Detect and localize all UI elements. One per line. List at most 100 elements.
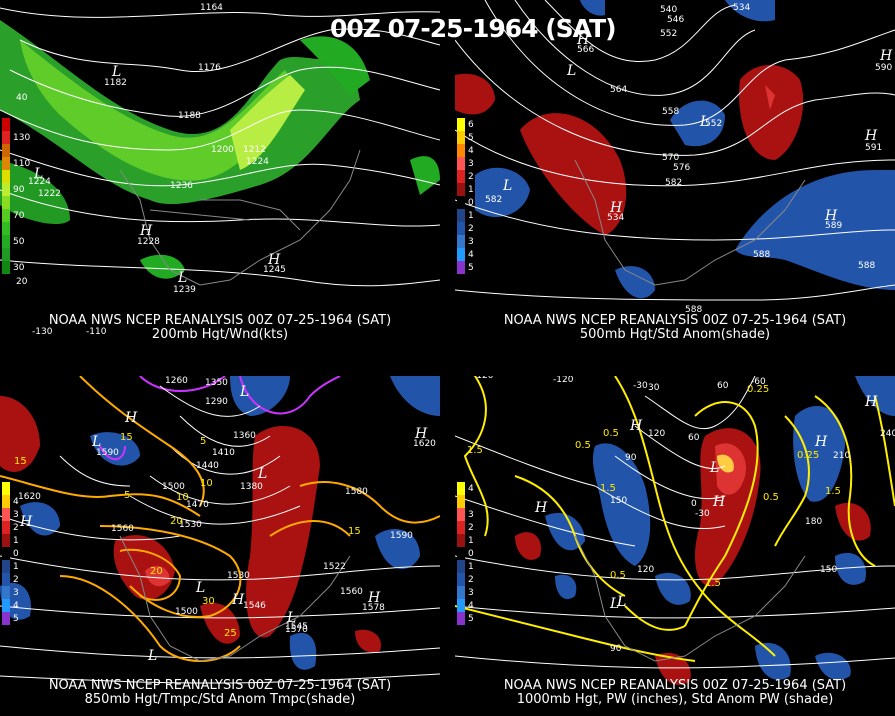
legend-label: 2 (468, 171, 474, 182)
legend-entry: 2 (457, 170, 493, 183)
legend-entry (2, 118, 38, 131)
svg-text:60: 60 (688, 433, 700, 443)
svg-text:25: 25 (224, 628, 237, 639)
legend-entry (2, 222, 38, 235)
lat-label: 40 (16, 93, 28, 103)
lon-label: -110 (86, 327, 107, 337)
svg-text:L: L (239, 384, 249, 400)
panel-850mb: 1260 1350 1290 1360 1380 1410 1440 1470 … (0, 376, 440, 716)
svg-text:H: H (414, 426, 428, 442)
svg-text:588: 588 (753, 250, 770, 260)
panel-1000mb: -120 -120 -60 -30 60 90 120 150 60 30 0 … (455, 376, 895, 716)
svg-text:1410: 1410 (212, 448, 235, 458)
svg-text:1440: 1440 (196, 461, 219, 471)
svg-text:-60: -60 (751, 377, 766, 387)
legend-label: 50 (13, 236, 25, 247)
legend-label: 3 (468, 509, 474, 520)
svg-text:L: L (709, 460, 719, 476)
svg-text:180: 180 (805, 517, 822, 527)
svg-text:-120: -120 (553, 376, 574, 385)
legend-entry: 30 (2, 261, 38, 274)
svg-text:1580: 1580 (345, 487, 368, 497)
svg-text:L: L (91, 434, 101, 450)
legend-label: 3 (468, 236, 474, 247)
legend-swatch (2, 144, 10, 157)
svg-text:552: 552 (660, 29, 677, 39)
svg-text:1560: 1560 (111, 524, 134, 534)
svg-text:1245: 1245 (263, 265, 286, 275)
legend-swatch (457, 209, 465, 222)
legend-850mb: 4 3 2 1 0 1 2 3 4 5 (2, 482, 38, 625)
svg-text:H: H (576, 32, 590, 48)
legend-swatch (457, 261, 465, 274)
legend-label: 5 (468, 262, 474, 273)
legend-swatch (2, 599, 10, 612)
legend-label: 70 (13, 210, 25, 221)
svg-text:L: L (616, 594, 626, 610)
svg-text:1290: 1290 (205, 397, 228, 407)
legend-entry: 5 (457, 261, 493, 274)
legend-entry (2, 248, 38, 261)
legend-entry (2, 170, 38, 183)
legend-entry: 0 (457, 196, 493, 209)
svg-text:L: L (195, 580, 205, 596)
svg-text:582: 582 (485, 195, 502, 205)
legend-entry: 2 (457, 222, 493, 235)
svg-text:H: H (629, 418, 643, 434)
legend-label: 3 (13, 587, 19, 598)
caption-line1: NOAA NWS NCEP REANALYSIS 00Z 07-25-1964 … (48, 313, 392, 328)
legend-swatch (2, 235, 10, 248)
legend-entry: 3 (457, 586, 493, 599)
svg-text:1500: 1500 (175, 607, 198, 617)
svg-text:589: 589 (825, 221, 842, 231)
legend-label: 1 (468, 535, 474, 546)
legend-entry (2, 144, 38, 157)
legend-entry: 4 (457, 482, 493, 495)
legend-entry: 1 (457, 534, 493, 547)
svg-text:566: 566 (577, 45, 594, 55)
legend-label: 4 (13, 600, 19, 611)
svg-text:H: H (824, 208, 838, 224)
panel-500mb: 540 546 534 552 564 558 570 576 582 588 … (455, 0, 895, 340)
legend-label: 2 (13, 522, 19, 533)
svg-text:1545: 1545 (285, 622, 308, 632)
caption-line2: 200mb Hgt/Wnd(kts) (151, 327, 289, 341)
svg-text:L: L (566, 63, 576, 79)
svg-text:150: 150 (820, 565, 837, 575)
svg-text:L: L (177, 270, 187, 286)
svg-text:1.5: 1.5 (705, 578, 721, 589)
svg-text:20: 20 (170, 516, 183, 527)
map-850mb: 1260 1350 1290 1360 1380 1410 1440 1470 … (0, 376, 440, 684)
legend-swatch (457, 183, 465, 196)
caption-1000mb: NOAA NWS NCEP REANALYSIS 00Z 07-25-1964 … (455, 679, 895, 707)
svg-text:1530: 1530 (179, 520, 202, 530)
svg-text:H: H (19, 514, 33, 530)
legend-label: 4 (468, 145, 474, 156)
svg-text:564: 564 (610, 85, 627, 95)
svg-text:1500: 1500 (162, 482, 185, 492)
legend-swatch (457, 547, 465, 560)
svg-text:0: 0 (691, 499, 697, 509)
legend-entry: 0 (457, 547, 493, 560)
legend-label: 4 (13, 496, 19, 507)
legend-entry: 2 (457, 521, 493, 534)
svg-text:L: L (609, 596, 619, 612)
svg-text:1360: 1360 (233, 431, 256, 441)
legend-entry: 1 (457, 183, 493, 196)
legend-label: 4 (468, 483, 474, 494)
svg-text:L: L (616, 594, 626, 610)
legend-entry: 50 (2, 235, 38, 248)
legend-label: 5 (13, 613, 19, 624)
svg-text:H: H (712, 494, 726, 510)
legend-1000mb: 4 3 2 1 0 1 2 3 4 5 (457, 482, 493, 625)
legend-swatch (457, 508, 465, 521)
svg-text:H: H (814, 434, 828, 450)
legend-swatch (457, 560, 465, 573)
legend-swatch (457, 521, 465, 534)
legend-entry: 2 (2, 521, 38, 534)
svg-text:590: 590 (875, 63, 892, 73)
svg-text:1212: 1212 (243, 145, 266, 155)
legend-swatch (457, 170, 465, 183)
legend-entry (2, 274, 38, 287)
legend-label: 3 (13, 509, 19, 520)
